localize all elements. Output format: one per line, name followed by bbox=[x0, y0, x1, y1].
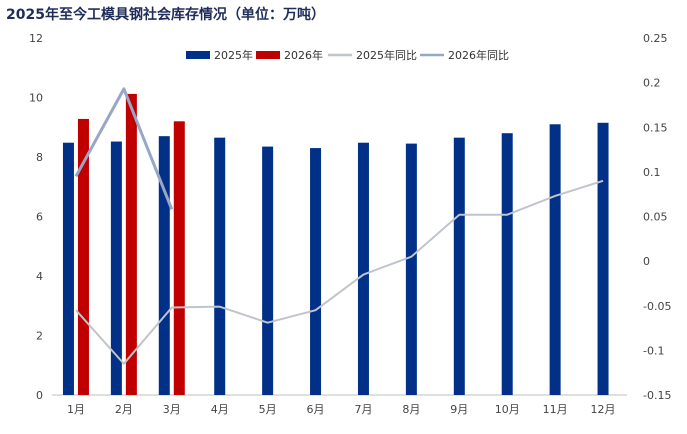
line-layer bbox=[74, 87, 604, 365]
bar-2025年-10月 bbox=[501, 133, 513, 395]
legend-label: 2025年 bbox=[214, 48, 253, 62]
bar-2025年-5月 bbox=[262, 146, 274, 395]
chart-title: 2025年至今工模具钢社会库存情况（单位：万吨） bbox=[6, 7, 325, 23]
right-tick-label: 0.05 bbox=[643, 211, 668, 224]
right-tick-label: -0.1 bbox=[643, 344, 664, 357]
bar-2025年-7月 bbox=[357, 142, 369, 395]
tick-layer: 0 2 4 6 8 10 12 -0.15 -0.1 -0.05 0 0.05 0.1 0.15 0.2 0.… bbox=[29, 32, 671, 416]
bar-2025年-9月 bbox=[453, 137, 465, 395]
left-tick-label: 12 bbox=[29, 32, 43, 45]
right-tick-label: 0.25 bbox=[643, 32, 668, 45]
line-2025年同比 bbox=[75, 179, 604, 365]
bar-2025年-6月 bbox=[310, 148, 322, 395]
x-tick-label: 2月 bbox=[115, 403, 133, 416]
x-tick-label: 8月 bbox=[402, 403, 420, 416]
right-tick-label: 0.1 bbox=[643, 166, 661, 179]
x-tick-label: 9月 bbox=[450, 403, 468, 416]
left-tick-label: 10 bbox=[29, 92, 43, 105]
x-tick-label: 12月 bbox=[591, 403, 616, 416]
left-tick-label: 4 bbox=[36, 270, 43, 283]
x-tick-label: 5月 bbox=[259, 403, 277, 416]
x-tick-label: 6月 bbox=[307, 403, 325, 416]
x-tick-label: 11月 bbox=[543, 403, 568, 416]
bar-2026年-3月 bbox=[173, 121, 185, 396]
bar-2025年-3月 bbox=[158, 136, 170, 396]
right-tick-label: 0.2 bbox=[643, 77, 661, 90]
x-tick-label: 7月 bbox=[354, 403, 372, 416]
legend-label: 2026年 bbox=[284, 48, 323, 62]
legend-swatch bbox=[186, 51, 210, 59]
legend-label: 2025年同比 bbox=[356, 48, 417, 62]
x-tick-label: 4月 bbox=[211, 403, 229, 416]
bar-2026年-2月 bbox=[125, 93, 137, 396]
left-tick-label: 6 bbox=[36, 211, 43, 224]
legend: 2025年 2026年 2025年同比 2026年同比 bbox=[186, 48, 509, 62]
x-tick-label: 1月 bbox=[67, 403, 85, 416]
right-tick-label: 0.15 bbox=[643, 121, 668, 134]
left-tick-label: 0 bbox=[36, 389, 43, 402]
x-tick-label: 10月 bbox=[495, 403, 520, 416]
bar-2025年-11月 bbox=[549, 124, 561, 396]
bar-2025年-1月 bbox=[62, 142, 74, 395]
bar-2025年-4月 bbox=[214, 137, 226, 395]
legend-label: 2026年同比 bbox=[448, 48, 509, 62]
bar-2025年-8月 bbox=[405, 143, 417, 395]
x-tick-label: 3月 bbox=[163, 403, 181, 416]
right-tick-label: -0.05 bbox=[643, 300, 671, 313]
bar-2025年-12月 bbox=[597, 122, 609, 395]
bar-2026年-1月 bbox=[77, 118, 89, 396]
legend-swatch bbox=[256, 51, 280, 59]
bar-2025年-2月 bbox=[110, 141, 122, 395]
bar-layer bbox=[62, 93, 609, 396]
right-tick-label: 0 bbox=[643, 255, 650, 268]
line-2026年同比 bbox=[74, 87, 174, 210]
left-tick-label: 2 bbox=[36, 330, 43, 343]
left-tick-label: 8 bbox=[36, 151, 43, 164]
right-tick-label: -0.15 bbox=[643, 389, 671, 402]
